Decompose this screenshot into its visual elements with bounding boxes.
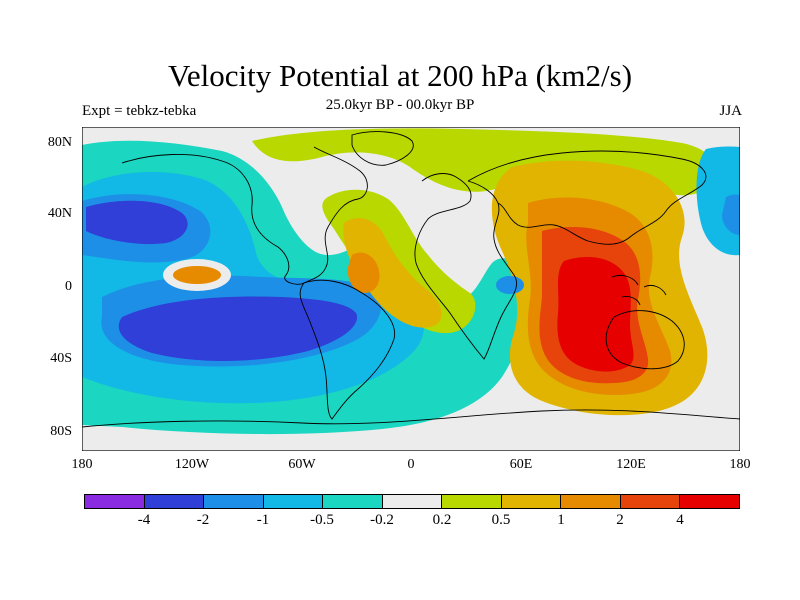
colorbar-box xyxy=(561,495,621,508)
y-tick-0: 0 xyxy=(65,279,72,294)
colorbar-box xyxy=(442,495,502,508)
positive-field-central-america-core xyxy=(173,266,221,284)
x-tick-180e: 180 xyxy=(729,457,751,472)
colorbar-box xyxy=(85,495,145,508)
colorbar-box xyxy=(323,495,383,508)
colorbar-label: -4 xyxy=(137,512,151,528)
colorbar-box xyxy=(680,495,740,508)
negative-field-pacific-core xyxy=(86,200,358,361)
colorbar-label: 1 xyxy=(557,512,565,528)
colorbar-label: 0.2 xyxy=(432,512,452,528)
x-tick-180w: 180 xyxy=(71,457,93,472)
negative-field-africa xyxy=(496,276,524,294)
coastline-maritime xyxy=(611,274,667,306)
colorbar-label: 0.5 xyxy=(491,512,511,528)
negative-field-east-core xyxy=(722,194,740,235)
y-tick-80s: 80S xyxy=(50,424,72,439)
colorbar-box xyxy=(501,495,562,508)
y-tick-40n: 40N xyxy=(47,206,72,221)
colorbar-box xyxy=(382,495,443,508)
colorbar-label: -2 xyxy=(196,512,210,528)
coastline-south-america xyxy=(299,279,396,420)
positive-field-indopacific-core xyxy=(557,257,634,372)
season-label: JJA xyxy=(719,103,742,119)
map-title: Velocity Potential at 200 hPa (km2/s) xyxy=(167,58,633,93)
x-tick-120w: 120W xyxy=(174,457,210,472)
x-tick-60e: 60E xyxy=(509,457,533,472)
colorbar-box xyxy=(204,495,264,508)
coastline-eurasia xyxy=(467,150,707,245)
y-tick-80n: 80N xyxy=(47,135,72,150)
colorbar-label: 2 xyxy=(616,512,624,528)
coastline-north-america xyxy=(121,146,368,285)
coastline-europe-africa xyxy=(414,173,518,360)
positive-field-atlantic-mid xyxy=(343,218,442,328)
colorbar-box xyxy=(620,495,681,508)
velocity-potential-map xyxy=(82,127,740,451)
experiment-label: Expt = tebkz-tebka xyxy=(82,103,197,119)
y-tick-40s: 40S xyxy=(50,351,72,366)
positive-field-atlantic-core xyxy=(347,252,380,293)
x-tick-0: 0 xyxy=(407,457,415,472)
colorbar xyxy=(84,494,740,509)
coastline-australia xyxy=(605,310,685,370)
colorbar-box xyxy=(144,495,205,508)
colorbar-label: 4 xyxy=(676,512,684,528)
colorbar-label: -1 xyxy=(256,512,270,528)
x-tick-120e: 120E xyxy=(616,457,646,472)
x-tick-60w: 60W xyxy=(288,457,316,472)
coastline-greenland xyxy=(351,131,414,166)
coastline-antarctica xyxy=(82,409,740,428)
colorbar-box xyxy=(263,495,324,508)
positive-field-northern xyxy=(252,128,716,196)
colorbar-label: -0.2 xyxy=(370,512,394,528)
coastlines xyxy=(82,131,740,428)
colorbar-label: -0.5 xyxy=(310,512,334,528)
map-subtitle: 25.0kyr BP - 00.0kyr BP xyxy=(325,97,475,113)
